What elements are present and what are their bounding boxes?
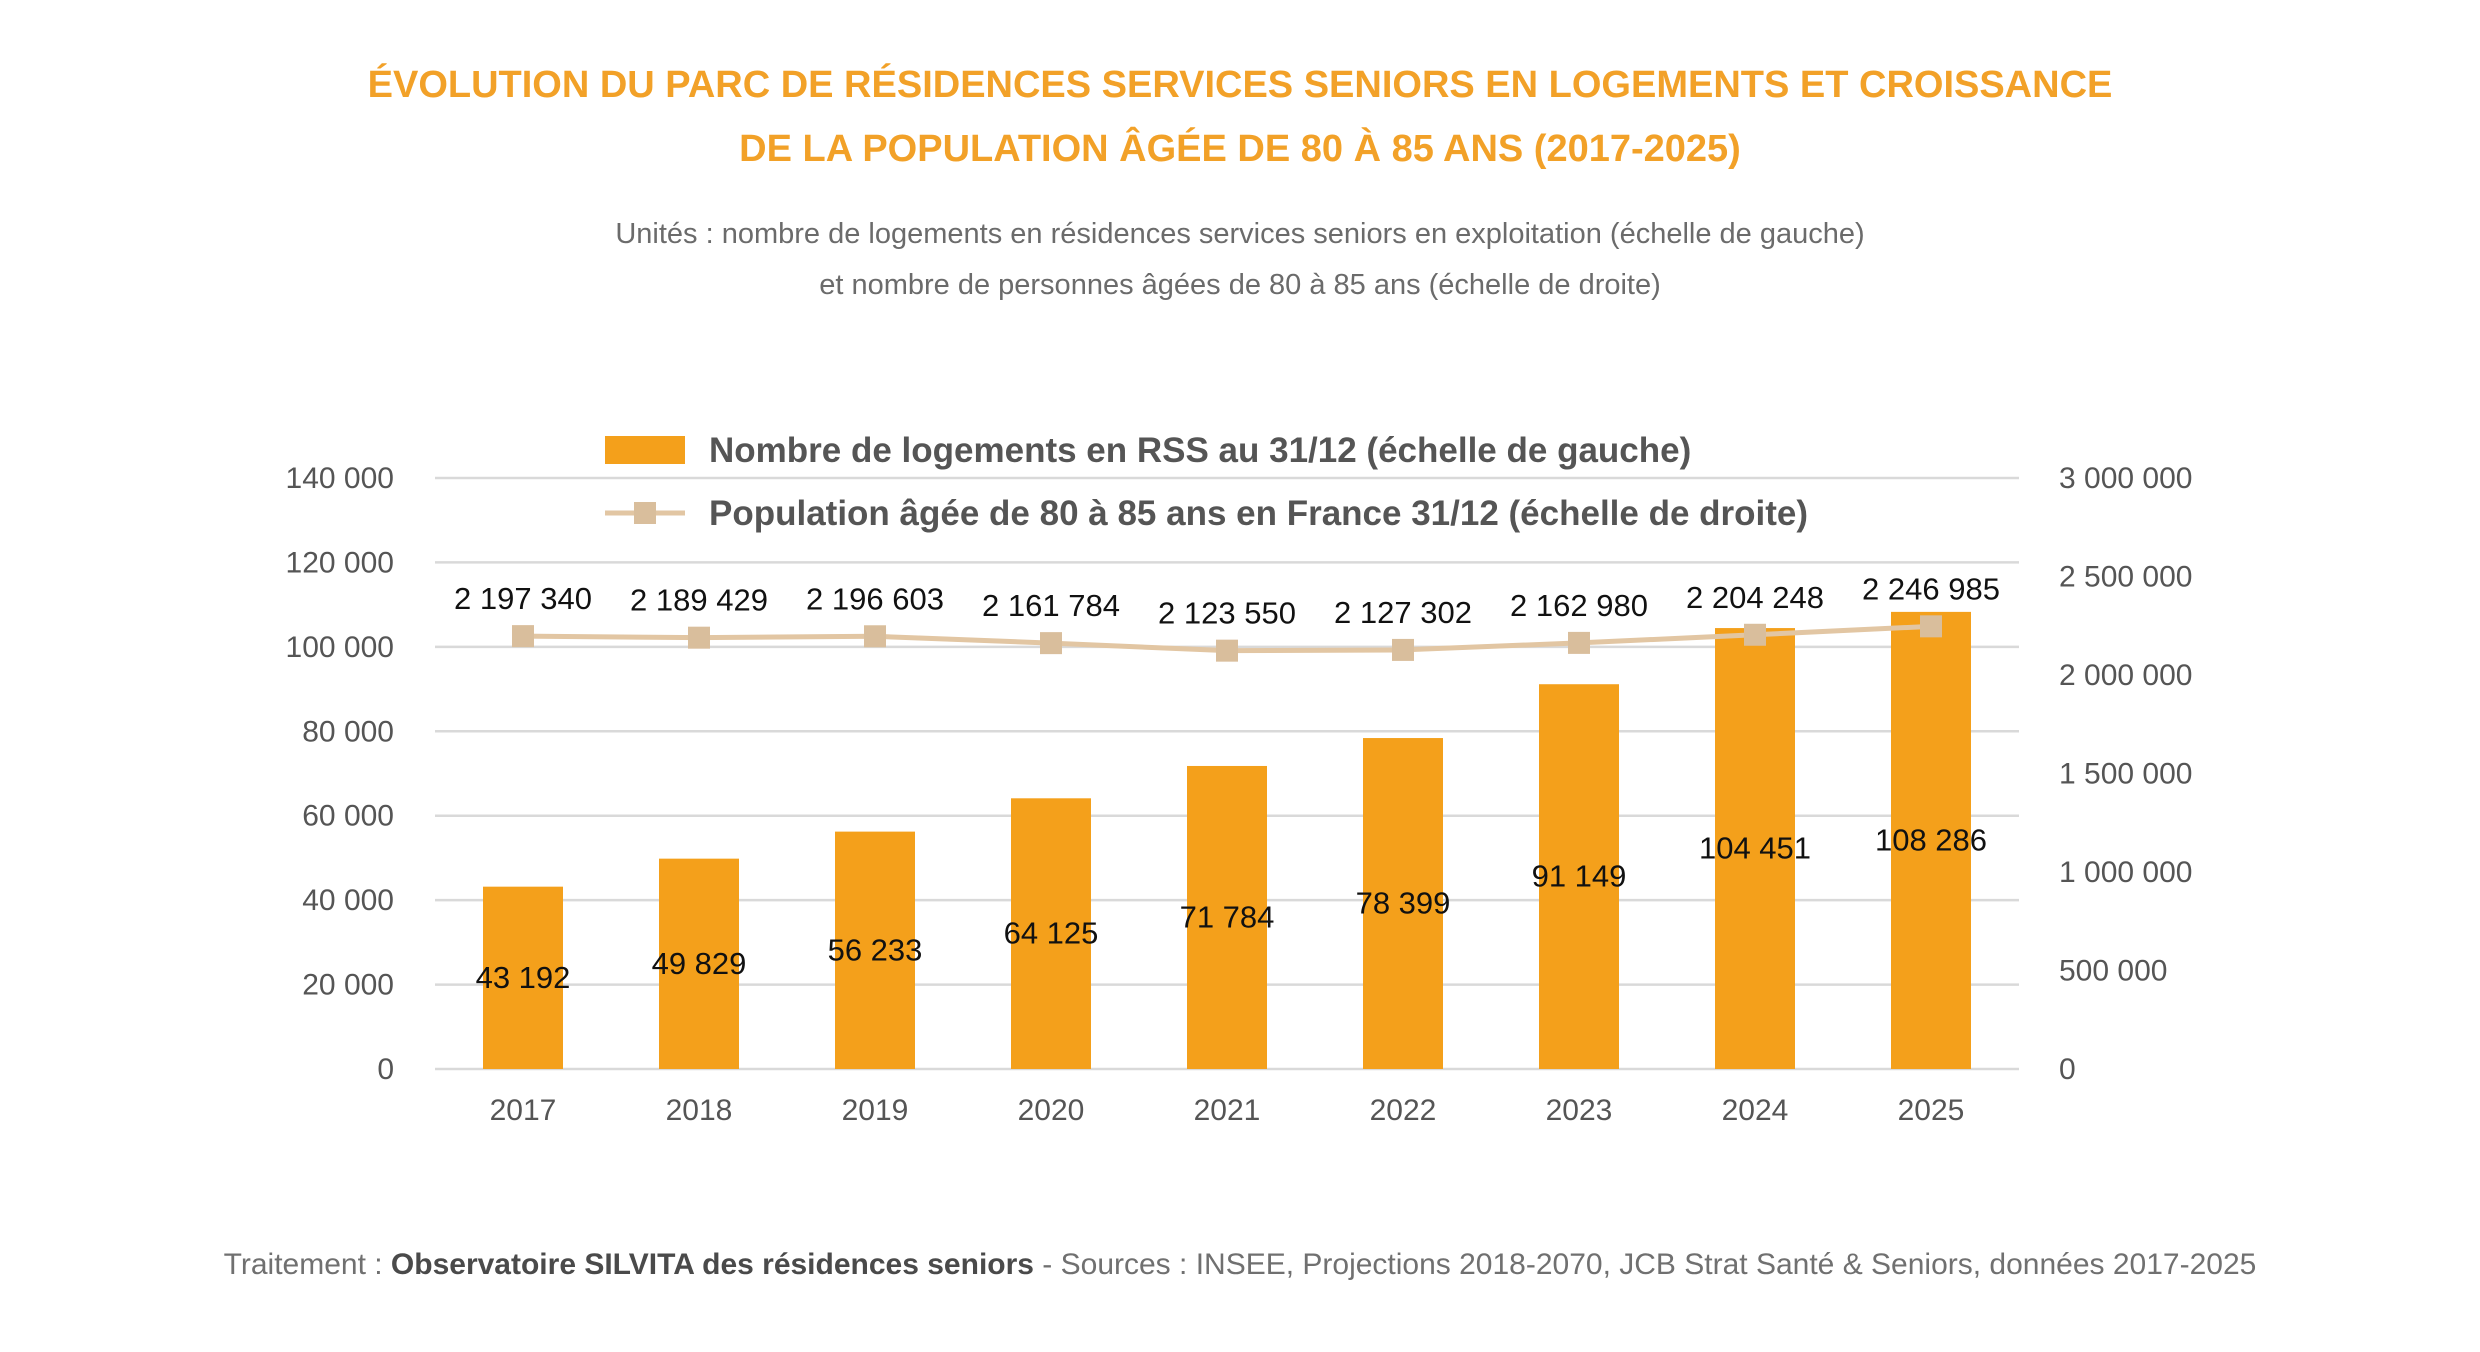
chart-title-line-2: DE LA POPULATION ÂGÉE DE 80 À 85 ANS (20… (739, 128, 1741, 170)
x-axis-tick-label: 2021 (1194, 1094, 1261, 1127)
right-axis-tick-label: 500 000 (2059, 955, 2167, 988)
bar-2017 (483, 886, 563, 1069)
bar-data-label: 91 149 (1532, 859, 1627, 894)
legend-bar-swatch (605, 436, 685, 464)
x-axis-tick-label: 2017 (490, 1094, 557, 1127)
left-axis-tick-label: 20 000 (302, 969, 394, 1002)
bar-2021 (1187, 765, 1267, 1069)
line-data-label: 2 161 784 (982, 588, 1120, 623)
legend-line-marker (634, 502, 656, 524)
line-data-label: 2 246 985 (1862, 571, 2000, 606)
right-axis-tick-label: 2 000 000 (2059, 659, 2192, 692)
line-data-label: 2 162 980 (1510, 588, 1648, 623)
x-axis-tick-label: 2018 (666, 1094, 733, 1127)
left-axis-tick-label: 0 (377, 1053, 394, 1086)
line-data-label: 2 197 340 (454, 581, 592, 616)
bar-data-label: 71 784 (1180, 899, 1275, 934)
bar-data-label: 108 286 (1875, 822, 1987, 857)
x-axis-tick-label: 2025 (1898, 1094, 1965, 1127)
line-marker-2020 (1040, 632, 1062, 655)
x-axis-tick-label: 2020 (1018, 1094, 1085, 1127)
bar-2019 (835, 831, 915, 1069)
legend-line-label: Population âgée de 80 à 85 ans en France… (709, 494, 1808, 533)
x-axis-tick-label: 2023 (1546, 1094, 1613, 1127)
right-axis-tick-label: 3 000 000 (2059, 462, 2192, 495)
chart-title-line-1: ÉVOLUTION DU PARC DE RÉSIDENCES SERVICES… (367, 64, 2113, 106)
right-axis-tick-label: 0 (2059, 1053, 2076, 1086)
line-data-label: 2 189 429 (630, 583, 768, 618)
x-axis-tick-label: 2019 (842, 1094, 909, 1127)
left-axis-tick-label: 100 000 (286, 631, 394, 664)
line-marker-2021 (1216, 639, 1238, 662)
bar-2023 (1539, 684, 1619, 1069)
line-marker-2017 (512, 625, 534, 648)
bar-2025 (1891, 611, 1971, 1069)
line-data-label: 2 196 603 (806, 581, 944, 616)
right-axis-tick-label: 1 500 000 (2059, 758, 2192, 791)
line-marker-2019 (864, 625, 886, 648)
bar-data-label: 56 233 (828, 932, 923, 967)
bar-2020 (1011, 798, 1091, 1069)
left-axis-tick-label: 40 000 (302, 884, 394, 917)
bar-2018 (659, 858, 739, 1069)
right-axis-tick-label: 1 000 000 (2059, 856, 2192, 889)
footer-prefix: Traitement : (223, 1248, 391, 1281)
legend-bar-label: Nombre de logements en RSS au 31/12 (éch… (709, 431, 1691, 470)
line-marker-2024 (1744, 623, 1766, 646)
x-axis-tick-label: 2022 (1370, 1094, 1437, 1127)
bar-data-label: 104 451 (1699, 831, 1811, 866)
line-marker-2025 (1920, 615, 1942, 638)
bar-2024 (1715, 628, 1795, 1069)
bar-2022 (1363, 738, 1443, 1069)
left-axis-tick-label: 80 000 (302, 715, 394, 748)
line-marker-2023 (1568, 631, 1590, 654)
line-data-label: 2 204 248 (1686, 580, 1824, 615)
left-axis-tick-label: 120 000 (286, 546, 394, 579)
x-axis-tick-label: 2024 (1722, 1094, 1789, 1127)
bar-data-label: 78 399 (1356, 886, 1451, 921)
subtitle-line-2: et nombre de personnes âgées de 80 à 85 … (819, 269, 1661, 301)
bar-data-label: 64 125 (1004, 916, 1099, 951)
left-axis-tick-label: 60 000 (302, 800, 394, 833)
footer-suffix: - Sources : INSEE, Projections 2018-2070… (1033, 1248, 2257, 1281)
right-axis-tick-label: 2 500 000 (2059, 561, 2192, 594)
footer-bold: Observatoire SILVITA des résidences seni… (390, 1248, 1034, 1281)
bar-data-label: 49 829 (652, 946, 747, 981)
line-data-label: 2 127 302 (1334, 595, 1472, 630)
subtitle-line-1: Unités : nombre de logements en résidenc… (615, 218, 1865, 250)
line-marker-2018 (688, 626, 710, 649)
left-axis-tick-label: 140 000 (286, 462, 394, 495)
line-data-label: 2 123 550 (1158, 596, 1296, 631)
line-marker-2022 (1392, 638, 1414, 661)
bar-data-label: 43 192 (476, 960, 571, 995)
footer-source: Traitement : Observatoire SILVITA des ré… (0, 1248, 2480, 1282)
